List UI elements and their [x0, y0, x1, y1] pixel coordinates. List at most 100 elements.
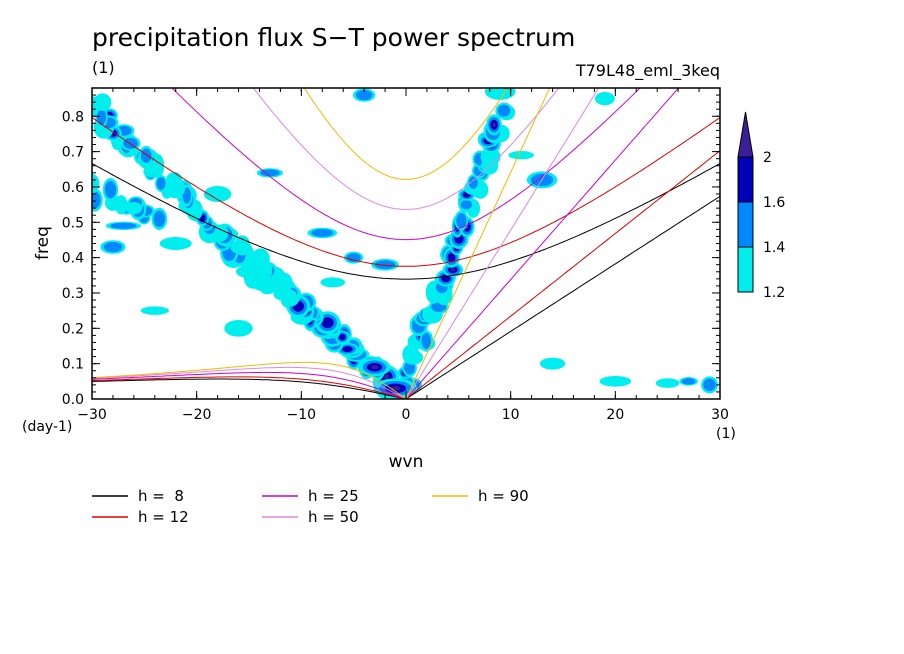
colorbar-swatch — [737, 201, 754, 248]
contour-cell — [456, 213, 467, 228]
contour-cell — [508, 150, 534, 160]
contour-cell — [311, 229, 334, 237]
contour-cell — [371, 365, 379, 370]
y-tick-label: 0.1 — [62, 357, 84, 373]
contour-cell — [594, 92, 615, 106]
contour-cell — [497, 104, 511, 117]
legend-label: h = 25 — [308, 487, 359, 505]
kelvin-curve — [405, 150, 720, 399]
contour-cell — [153, 210, 166, 228]
contour-cell — [92, 173, 100, 194]
contour-cell — [338, 333, 346, 341]
contour-cell — [703, 378, 716, 392]
contour-cell — [492, 122, 496, 128]
y-tick-label: 0.0 — [62, 392, 84, 408]
contour-cell — [346, 253, 361, 263]
colorbar-triangle — [737, 111, 754, 158]
gravity-curve — [171, 88, 641, 241]
heatmap-contours — [92, 88, 718, 399]
x-tick-label: −20 — [182, 407, 212, 423]
contour-cell — [421, 332, 431, 350]
rossby-curve — [92, 376, 408, 399]
contour-cell — [539, 357, 566, 370]
contour-cell — [230, 241, 249, 254]
rossby-curve — [92, 371, 408, 399]
gravity-curve — [252, 88, 560, 210]
contour-cell — [159, 237, 192, 250]
gravity-curve — [92, 163, 720, 280]
colorbar-swatch — [737, 246, 754, 293]
contour-cell — [681, 378, 696, 385]
kelvin-curve — [405, 88, 600, 399]
kelvin-curve — [405, 195, 720, 399]
contour-cell — [203, 186, 232, 203]
legend-label: h = 90 — [478, 487, 529, 505]
contour-cell — [103, 241, 123, 253]
contour-cell — [320, 277, 346, 288]
gravity-curve — [303, 88, 509, 180]
x-tick-label: −30 — [77, 407, 107, 423]
contour-cell — [182, 187, 192, 204]
rossby-curve — [92, 361, 407, 399]
legend: h = 8 h = 12 h = 25 h = 50 h = 90 — [92, 487, 529, 526]
x-tick-label: 30 — [711, 407, 729, 423]
contour-cell — [93, 93, 112, 111]
contour-cell — [166, 172, 183, 187]
y-axis-ticks: 0.0 0.1 0.2 0.3 0.4 0.5 0.6 0.7 0.8 — [62, 94, 720, 408]
contour-cell — [140, 306, 169, 315]
y-tick-label: 0.7 — [62, 145, 84, 161]
x-unit-label: (1) — [716, 426, 736, 442]
contour-cell — [224, 320, 253, 337]
x-tick-label: 20 — [606, 407, 624, 423]
y-unit-label: (day-1) — [22, 419, 72, 435]
dispersion-curves — [92, 88, 720, 399]
contour-cell — [140, 148, 152, 163]
x-axis-label: wvn — [389, 452, 424, 472]
rossby-curve — [92, 378, 409, 399]
contour-cell — [468, 176, 478, 189]
contour-cell — [403, 350, 424, 365]
contour-cell — [110, 222, 137, 229]
y-tick-label: 0.5 — [62, 215, 84, 231]
contour-cell — [390, 386, 401, 391]
gravity-curve — [92, 117, 720, 267]
colorbar-label: 1.2 — [763, 285, 785, 301]
legend-label: h = 50 — [308, 508, 359, 526]
y-tick-label: 0.3 — [62, 286, 84, 302]
legend-label: h = 8 — [138, 487, 184, 505]
y-tick-label: 0.4 — [62, 251, 84, 267]
legend-label: h = 12 — [138, 508, 189, 526]
colorbar-label: 1.4 — [763, 240, 785, 256]
kelvin-curve — [405, 88, 680, 399]
contour-cell — [92, 191, 101, 209]
y-tick-label: 0.6 — [62, 180, 84, 196]
colorbar-label: 1.6 — [763, 195, 785, 211]
rossby-curve — [92, 366, 408, 399]
contour-cell — [450, 268, 456, 272]
contour-cell — [104, 181, 117, 199]
chart-title: precipitation flux S−T power spectrum — [92, 23, 575, 52]
contour-cell — [341, 346, 353, 353]
contour-cell — [156, 177, 166, 190]
contour-cell — [321, 317, 334, 329]
contour-cell — [92, 107, 96, 118]
y-axis-label: freq — [33, 226, 53, 260]
contour-cell — [599, 375, 632, 387]
colorbar: 1.2 1.4 1.6 2 — [737, 111, 785, 301]
kelvin-curve — [405, 88, 551, 399]
x-axis-ticks: −30 −20 −10 0 10 20 30 — [77, 88, 729, 423]
contour-cell — [374, 260, 396, 270]
contour-cell — [125, 201, 143, 215]
colorbar-swatch — [737, 156, 754, 203]
x-tick-label: 0 — [402, 407, 411, 423]
x-tick-label: −10 — [287, 407, 317, 423]
colorbar-label: 2 — [763, 150, 772, 166]
contour-cell — [383, 374, 390, 380]
contour-cell — [484, 88, 516, 100]
contour-cell — [260, 169, 280, 177]
y-tick-label: 0.8 — [62, 109, 84, 125]
chart-subtitle-right: T79L48_eml_3keq — [575, 61, 720, 81]
y-tick-label: 0.2 — [62, 321, 84, 337]
x-tick-label: 10 — [502, 407, 520, 423]
